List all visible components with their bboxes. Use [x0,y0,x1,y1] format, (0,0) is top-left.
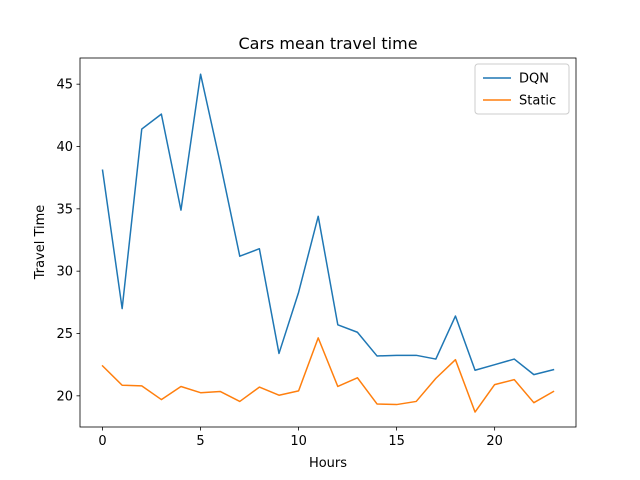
x-tick-label: 10 [290,434,307,449]
x-tick-label: 5 [196,434,204,449]
legend-label-dqn: DQN [519,72,549,87]
y-tick-label: 35 [56,202,73,217]
y-tick-label: 30 [56,265,73,280]
series-line-static [101,337,555,413]
axes-frame [79,57,577,428]
legend-label-static: Static [519,94,556,109]
chart-title: Cars mean travel time [238,34,417,53]
y-tick-label: 45 [56,78,73,93]
series-line-dqn [101,73,555,376]
y-axis-label: Travel Time [33,205,48,281]
x-tick-label: 0 [98,434,106,449]
plot-area: 0 5 10 15 20 20 25 30 35 40 45 [56,57,577,449]
x-tick-label: 15 [388,434,405,449]
legend-box [474,63,570,115]
x-tick-label: 20 [486,434,503,449]
legend: DQN Static [474,63,570,115]
x-axis-label: Hours [309,456,347,471]
y-tick-label: 25 [56,327,73,342]
y-tick-label: 40 [56,140,73,155]
y-tick-label: 20 [56,389,73,404]
